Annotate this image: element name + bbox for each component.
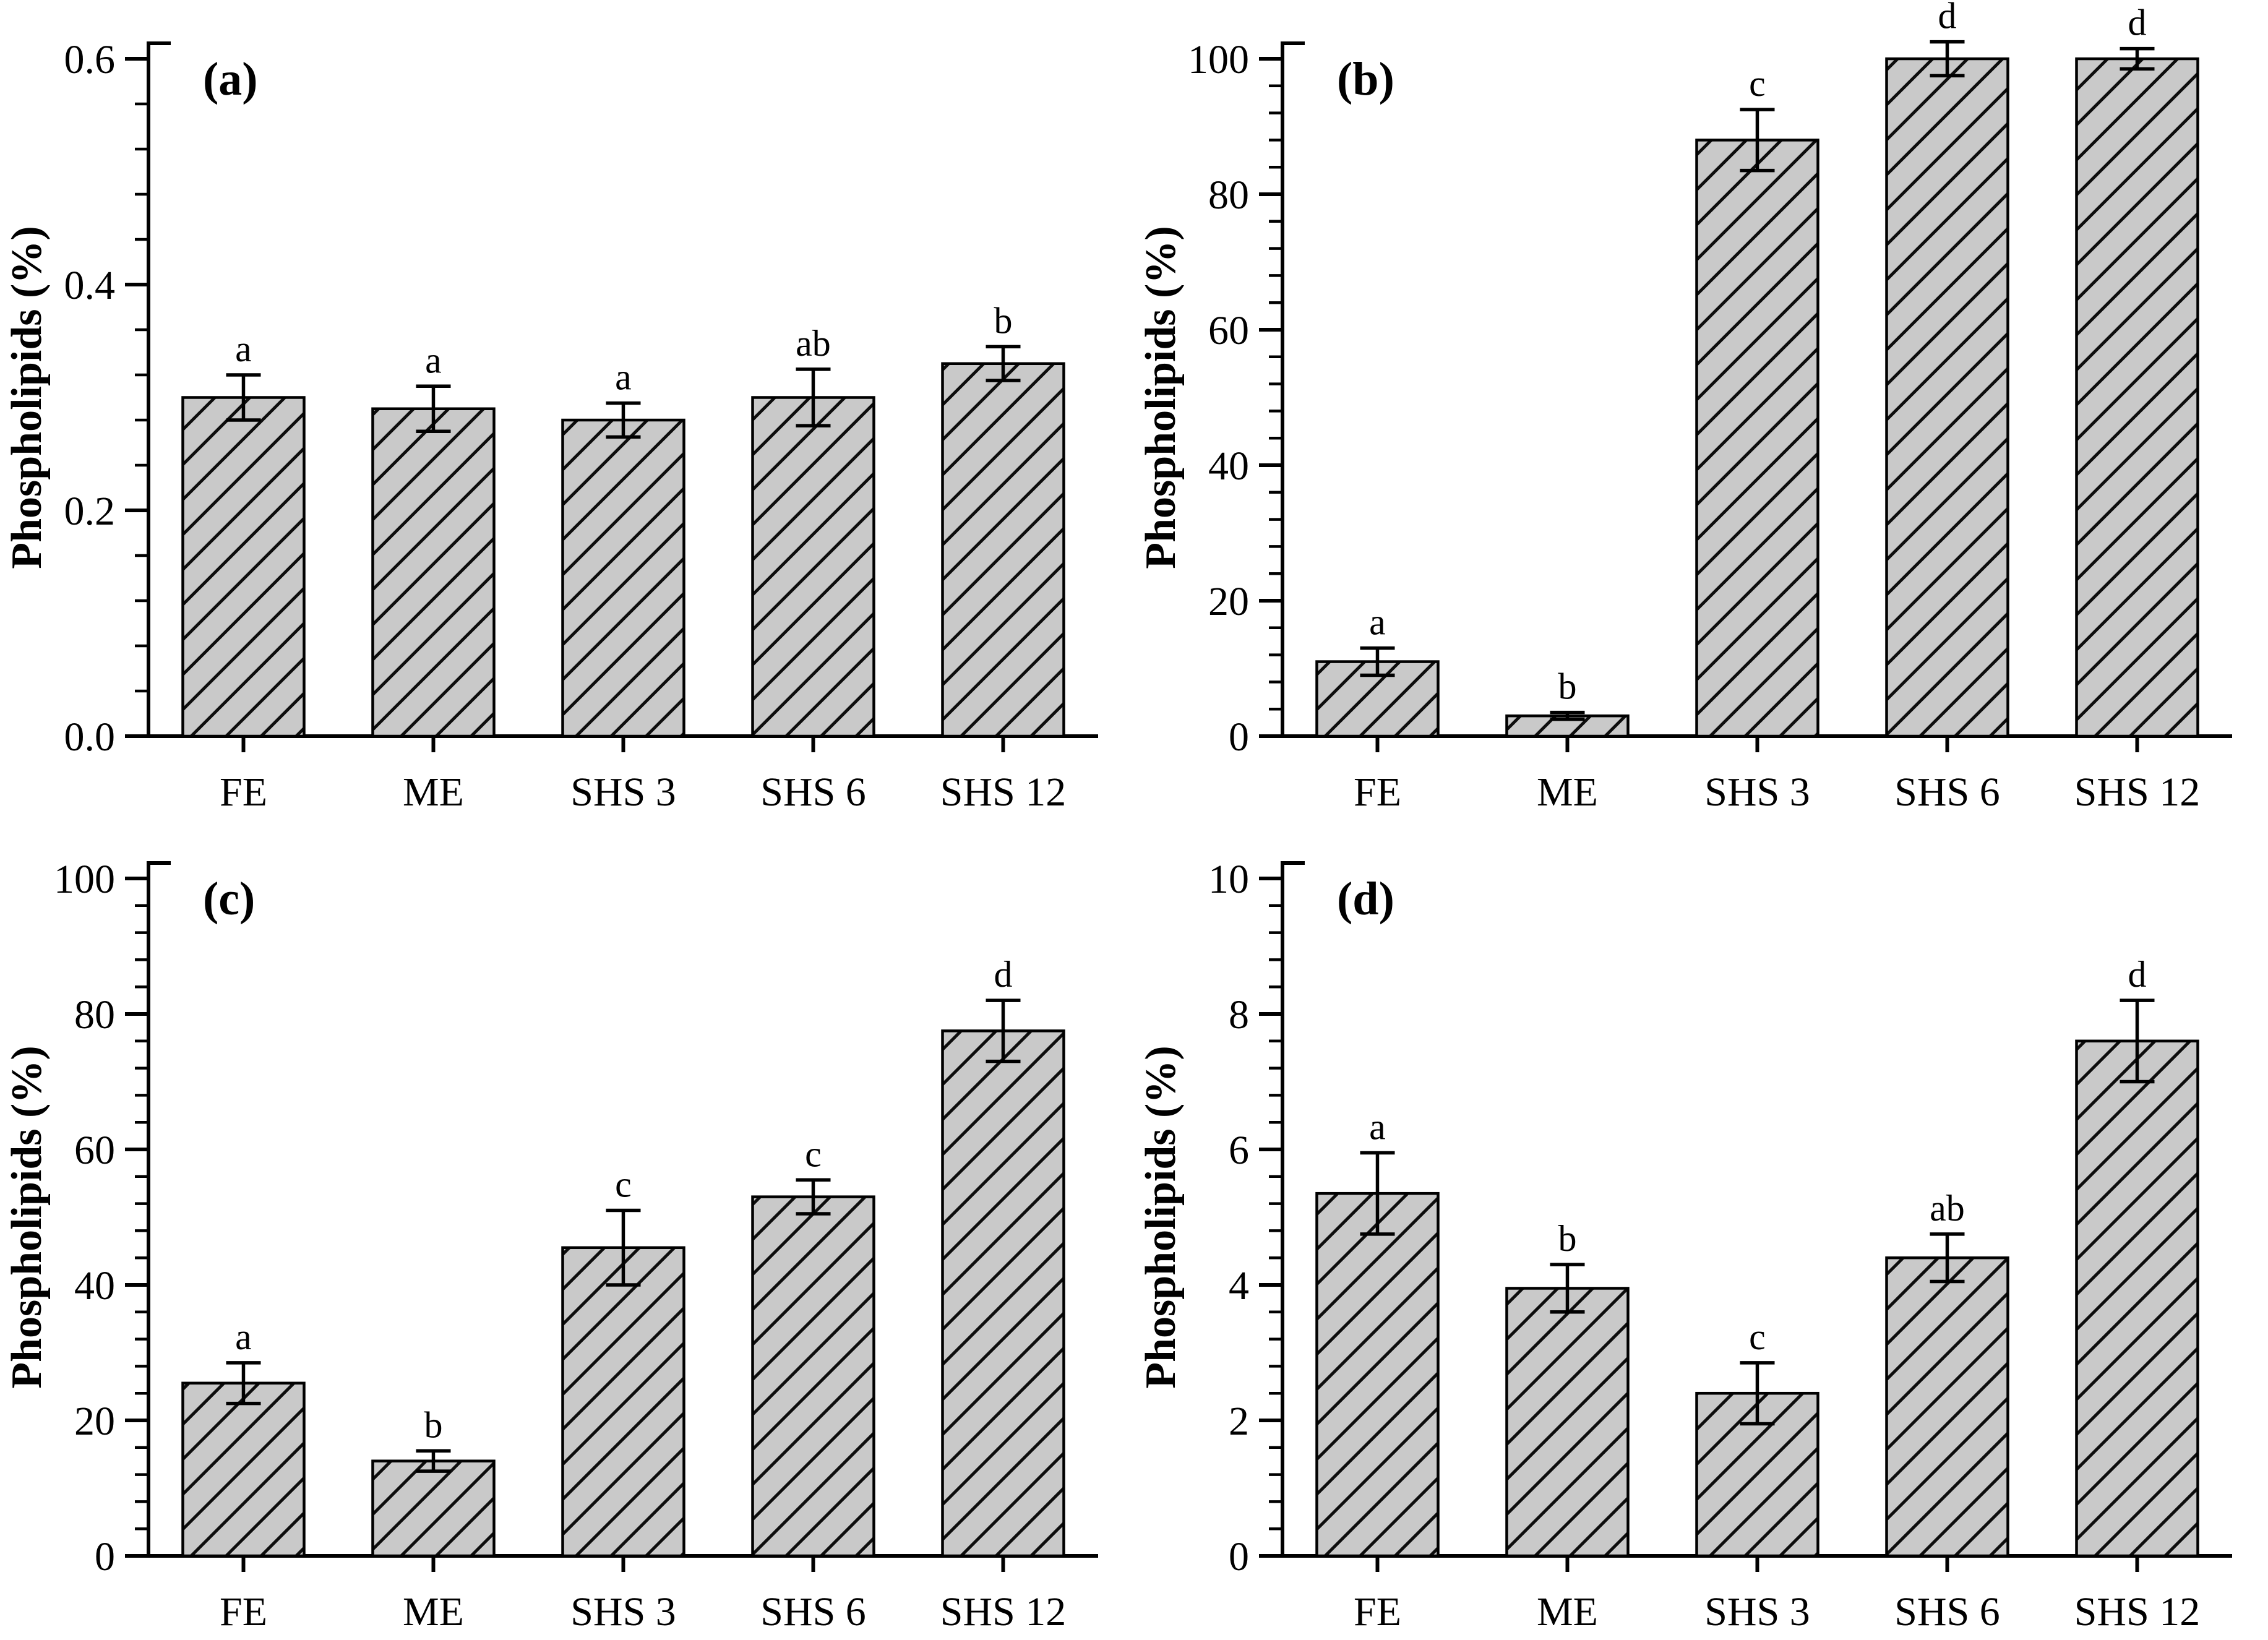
y-axis-title: Phospholipids (%) (1137, 1045, 1185, 1388)
significance-letter: b (1558, 1218, 1577, 1259)
y-tick-label: 0.4 (64, 263, 116, 308)
bar (1885, 57, 2009, 738)
x-tick-label: SHS 3 (570, 1589, 676, 1634)
panel-c: 0 20 40 60 80 100 a FE b ME c SHS 3 c SHS 6 d SHS 12 Pho… (0, 820, 1134, 1639)
significance-letter: c (1749, 1316, 1766, 1357)
significance-letter: a (425, 340, 442, 380)
bar (371, 407, 496, 738)
chart-panel-d: 0 2 4 6 8 10 a FE b ME c SHS 3 ab SHS 6 d SHS 12 Phospho… (1137, 857, 2232, 1634)
x-tick-label: SHS 6 (1894, 770, 2000, 815)
significance-letter: b (994, 300, 1013, 341)
significance-letter: c (615, 1164, 632, 1205)
y-axis-title: Phospholipids (%) (3, 226, 51, 569)
significance-letter: d (994, 954, 1013, 995)
bar (181, 1381, 306, 1558)
significance-letter: ab (796, 323, 831, 364)
significance-letter: b (1558, 666, 1577, 707)
x-tick-label: SHS 3 (1704, 1589, 1810, 1634)
bar (1505, 1287, 1630, 1558)
significance-letter: d (1938, 0, 1957, 36)
significance-letter: a (1369, 602, 1386, 643)
panel-d: 0 2 4 6 8 10 a FE b ME c SHS 3 ab SHS 6 d SHS 12 Phospho… (1134, 820, 2268, 1639)
chart-panel-c: 0 20 40 60 80 100 a FE b ME c SHS 3 c SHS 6 d SHS 12 Pho… (3, 857, 1098, 1634)
bar (181, 396, 306, 738)
panel-label: (c) (203, 873, 255, 925)
y-tick-label: 0 (1229, 1534, 1249, 1579)
x-tick-label: SHS 6 (1894, 1589, 2000, 1634)
significance-letter: ab (1930, 1188, 1965, 1229)
panel-label: (d) (1337, 873, 1394, 925)
y-tick-label: 0.6 (64, 37, 116, 82)
y-tick-label: 40 (74, 1263, 115, 1308)
y-tick-label: 80 (1208, 173, 1249, 218)
x-tick-label: SHS 3 (1704, 770, 1810, 815)
bar (751, 1195, 875, 1558)
y-tick-label: 60 (1208, 308, 1249, 353)
significance-letter: c (1749, 63, 1766, 104)
significance-letter: c (805, 1133, 822, 1174)
y-tick-label: 100 (1188, 37, 1249, 82)
bar (1695, 139, 1819, 738)
bar (2075, 1039, 2199, 1558)
panel-b: 0 20 40 60 80 100 a FE b ME c SHS 3 d SHS 6 d SHS 12 Pho… (1134, 0, 2268, 820)
bar (1505, 714, 1630, 738)
x-tick-label: ME (1537, 1589, 1598, 1634)
bar (561, 418, 685, 738)
bar (371, 1459, 496, 1558)
x-tick-label: SHS 12 (2074, 770, 2201, 815)
y-tick-label: 0 (1229, 715, 1249, 760)
y-tick-label: 20 (74, 1399, 115, 1444)
x-tick-label: SHS 6 (760, 770, 866, 815)
x-tick-label: FE (1354, 1589, 1401, 1634)
y-tick-label: 0.2 (64, 489, 116, 534)
x-tick-label: FE (220, 770, 267, 815)
x-tick-label: ME (1537, 770, 1598, 815)
y-tick-label: 0.0 (64, 715, 116, 760)
x-tick-label: SHS 3 (570, 770, 676, 815)
bar (941, 362, 1065, 738)
significance-letter: a (615, 357, 632, 398)
chart-panel-b: 0 20 40 60 80 100 a FE b ME c SHS 3 d SHS 6 d SHS 12 Pho… (1137, 0, 2232, 815)
significance-letter: a (235, 328, 252, 369)
bar (1315, 1191, 1440, 1558)
x-tick-label: SHS 6 (760, 1589, 866, 1634)
y-axis-title: Phospholipids (%) (3, 1045, 51, 1388)
y-tick-label: 8 (1229, 992, 1249, 1037)
y-tick-label: 10 (1208, 857, 1249, 902)
y-tick-label: 6 (1229, 1128, 1249, 1173)
y-tick-label: 60 (74, 1128, 115, 1173)
bar (1885, 1256, 2009, 1558)
x-tick-label: ME (403, 1589, 464, 1634)
panel-label: (a) (203, 53, 258, 105)
significance-letter: d (2128, 2, 2147, 43)
y-tick-label: 100 (54, 857, 115, 902)
bar (561, 1246, 685, 1558)
x-tick-label: ME (403, 770, 464, 815)
chart-panel-a: 0.0 0.2 0.4 0.6 a FE a ME a SHS 3 ab SHS 6 b SHS 12 Ph… (3, 37, 1098, 815)
significance-letter: a (1369, 1106, 1386, 1147)
bar (2075, 57, 2199, 738)
bar (941, 1029, 1065, 1558)
panel-a: 0.0 0.2 0.4 0.6 a FE a ME a SHS 3 ab SHS 6 b SHS 12 Ph… (0, 0, 1134, 820)
significance-letter: d (2128, 954, 2147, 995)
x-tick-label: SHS 12 (940, 770, 1067, 815)
y-tick-label: 4 (1229, 1263, 1249, 1308)
bar (751, 396, 875, 738)
x-tick-label: SHS 12 (940, 1589, 1067, 1634)
y-tick-label: 20 (1208, 579, 1249, 624)
x-tick-label: FE (220, 1589, 267, 1634)
y-tick-label: 0 (95, 1534, 115, 1579)
panel-label: (b) (1337, 53, 1394, 105)
significance-letter: a (235, 1316, 252, 1357)
x-tick-label: FE (1354, 770, 1401, 815)
y-tick-label: 80 (74, 992, 115, 1037)
y-tick-label: 40 (1208, 444, 1249, 489)
y-tick-label: 2 (1229, 1399, 1249, 1444)
x-tick-label: SHS 12 (2074, 1589, 2201, 1634)
y-axis-title: Phospholipids (%) (1137, 226, 1185, 569)
significance-letter: b (424, 1404, 443, 1445)
